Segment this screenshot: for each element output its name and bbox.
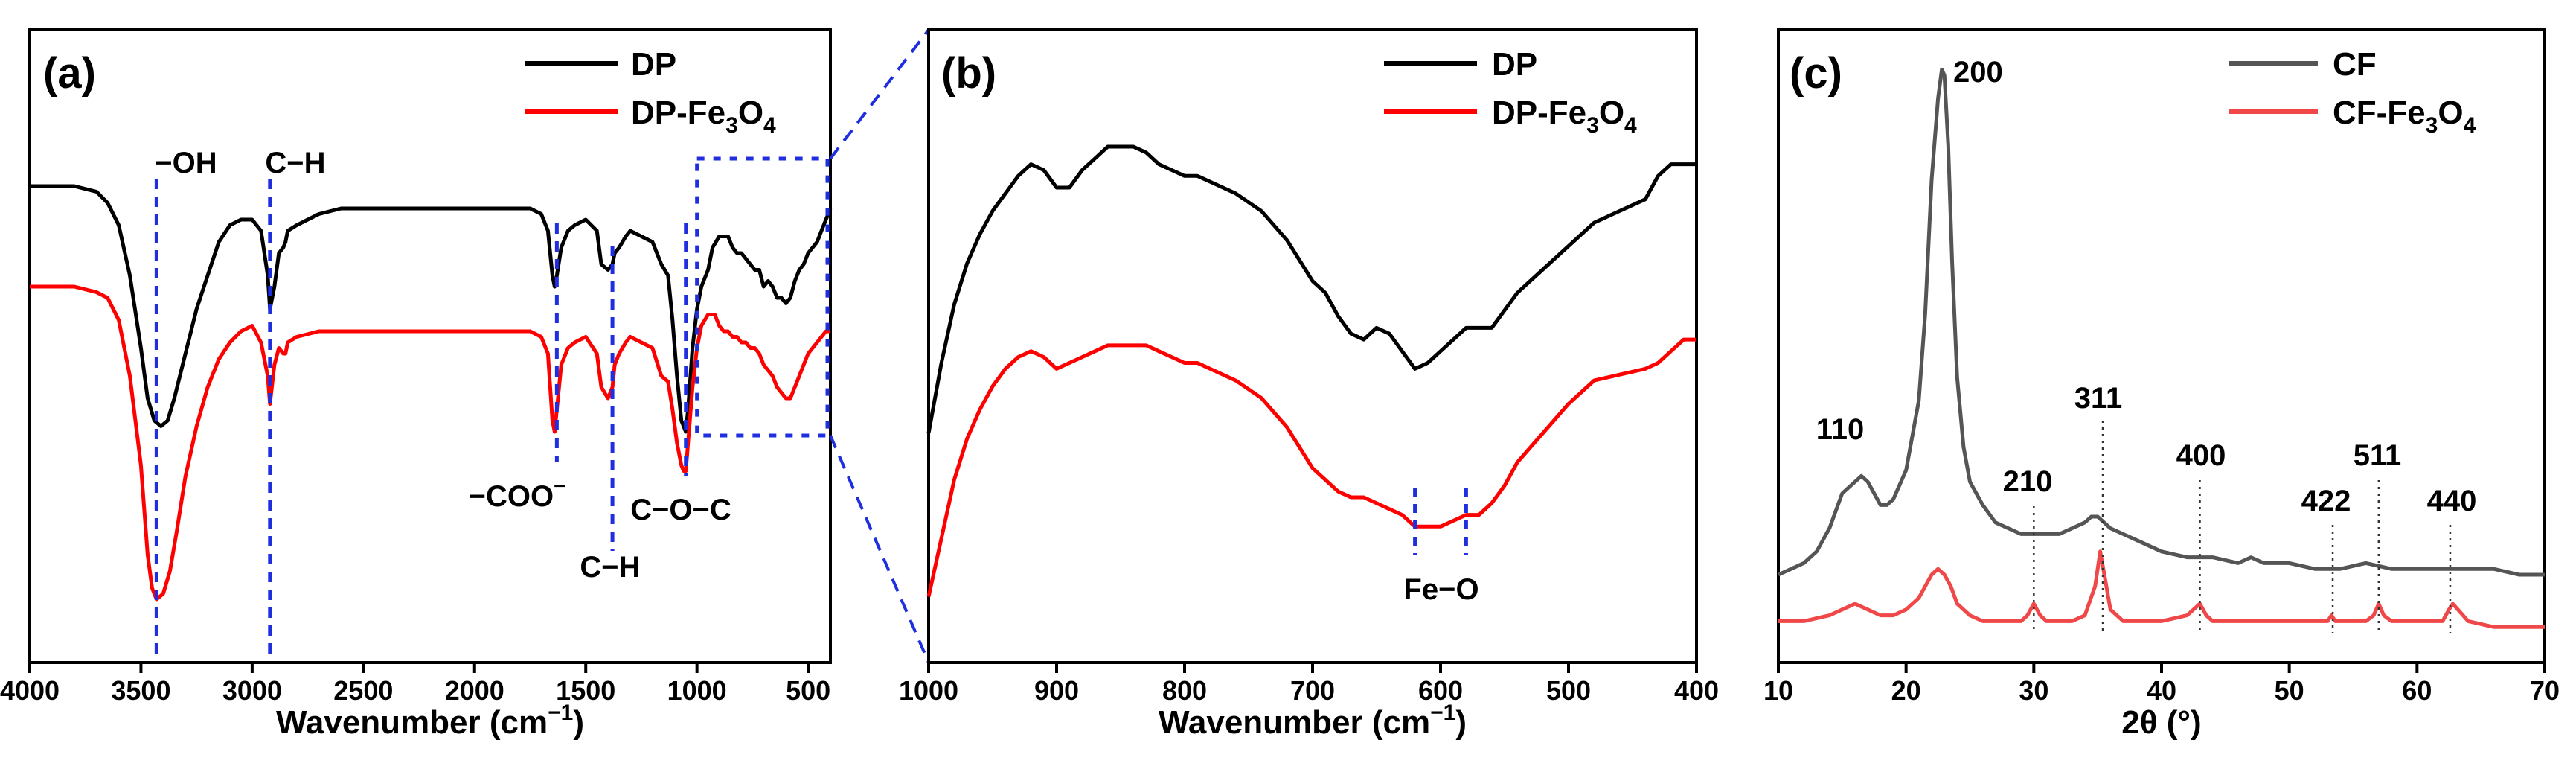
x-tick-label-20: 20 [1891, 675, 1921, 706]
x-tick-label-10: 10 [1763, 675, 1793, 706]
legend-label-dp: DP [631, 46, 676, 83]
x-tick-label-400: 400 [1674, 675, 1719, 706]
panel-b-legend: DP DP-Fe3O4 [1384, 46, 1637, 138]
panel-b-marks [926, 144, 1696, 598]
peak-label-311: 311 [2074, 382, 2123, 415]
panel-c-marks [1777, 67, 2545, 633]
peak-label-110: 110 [1816, 413, 1865, 446]
panel-c-label: (c) [1790, 49, 1842, 98]
x-tick-label-600: 600 [1418, 675, 1463, 706]
x-tick-label-50: 50 [2275, 675, 2304, 706]
panel-c: (c) CF CF-Fe3O4 10 20 30 40 50 60 70 2θ (°) 20… [1763, 28, 2560, 741]
panel-b-x-axis: 1000 900 800 700 600 500 400 [899, 663, 1719, 706]
x-tick-label-700: 700 [1290, 675, 1335, 706]
peak-label-440: 440 [2427, 485, 2477, 517]
panel-c-legend: CF CF-Fe3O4 [2229, 46, 2476, 138]
annotation-oh: −OH [155, 147, 217, 179]
annotation-coc: C−O−C [630, 494, 731, 526]
series-line-cf-fe3o4 [1778, 549, 2545, 629]
x-tick-label-500: 500 [786, 675, 830, 706]
series-line-dp [926, 144, 1696, 434]
zoom-connector-top [829, 28, 930, 160]
legend-label-cf-fe3o4: CF-Fe3O4 [2333, 95, 2476, 138]
panel-c-x-axis: 10 20 30 40 50 60 70 [1763, 663, 2560, 706]
peak-label-422: 422 [2301, 485, 2351, 517]
panel-c-x-axis-title: 2θ (°) [2121, 704, 2201, 741]
panel-b-label: (b) [941, 49, 996, 98]
series-line-dp [30, 184, 833, 434]
panel-a-x-axis: 4000 3500 3000 2500 2000 1500 1000 500 [0, 663, 830, 706]
panel-b: (b) DP DP-Fe3O4 1000 900 800 700 600 500 400 W… [899, 28, 1719, 741]
x-tick-label-1000: 1000 [667, 675, 727, 706]
legend-label-dp-fe3o4-b: DP-Fe3O4 [1492, 95, 1637, 138]
x-tick-label-900: 900 [1034, 675, 1079, 706]
annotation-ch-lower: C−H [580, 551, 640, 584]
legend-label-dp-fe3o4: DP-Fe3O4 [631, 95, 776, 138]
x-tick-label-3500: 3500 [111, 675, 170, 706]
panel-b-x-axis-title: Wavenumber (cm−1) [1159, 701, 1467, 741]
series-line-cf [1777, 67, 2545, 577]
peak-label-200: 200 [1953, 56, 2003, 89]
panel-a-label: (a) [43, 49, 96, 98]
panel-a: (a) DP DP-Fe3O4 4000 3500 3000 2500 2000 1500… [0, 28, 833, 741]
x-tick-label-800: 800 [1162, 675, 1207, 706]
x-tick-label-500: 500 [1546, 675, 1591, 706]
x-tick-label-2000: 2000 [445, 675, 504, 706]
panel-a-x-axis-title: Wavenumber (cm−1) [276, 701, 584, 741]
x-tick-label-2500: 2500 [333, 675, 393, 706]
x-tick-label-40: 40 [2147, 675, 2176, 706]
zoom-box [695, 156, 830, 438]
x-tick-label-4000: 4000 [0, 675, 60, 706]
x-tick-label-1500: 1500 [556, 675, 615, 706]
annotation-fe-o: Fe−O [1403, 573, 1478, 606]
legend-label-dp-b: DP [1492, 46, 1537, 83]
legend-label-cf: CF [2333, 46, 2377, 83]
x-tick-label-70: 70 [2530, 675, 2560, 706]
x-tick-label-3000: 3000 [222, 675, 282, 706]
annotation-coo: −COO− [469, 474, 566, 513]
series-line-dp-fe3o4 [926, 337, 1696, 598]
peak-label-511: 511 [2354, 439, 2402, 472]
x-tick-label-1000: 1000 [899, 675, 958, 706]
annotation-ch-upper: C−H [265, 147, 325, 179]
peak-label-400: 400 [2176, 439, 2226, 472]
peak-label-210: 210 [2003, 465, 2053, 498]
panel-a-legend: DP DP-Fe3O4 [525, 46, 776, 138]
panel-a-frame [28, 28, 832, 664]
panel-a-marks [30, 156, 833, 659]
x-tick-label-30: 30 [2019, 675, 2048, 706]
series-line-dp-fe3o4 [30, 284, 830, 602]
x-tick-label-60: 60 [2402, 675, 2432, 706]
zoom-connector-bottom [829, 435, 930, 663]
